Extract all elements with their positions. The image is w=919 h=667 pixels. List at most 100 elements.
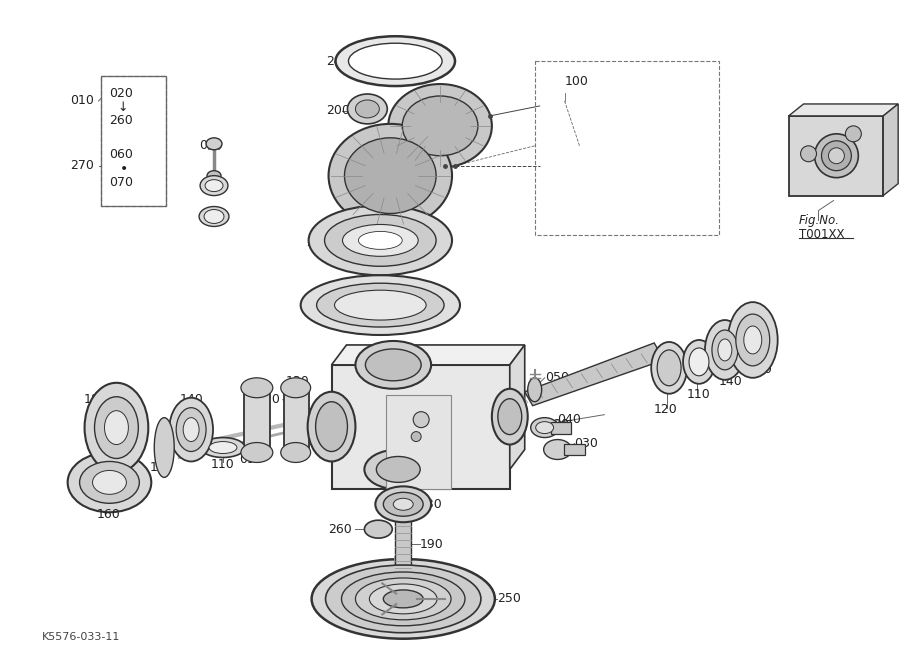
Polygon shape	[510, 345, 525, 470]
Text: 020: 020	[255, 394, 279, 406]
Ellipse shape	[528, 378, 541, 402]
Text: 010: 010	[70, 95, 94, 107]
Text: •: •	[119, 161, 128, 175]
Text: 180: 180	[84, 394, 108, 406]
Ellipse shape	[375, 486, 431, 522]
Ellipse shape	[728, 302, 777, 378]
Bar	[550, 422, 571, 434]
Ellipse shape	[301, 275, 460, 335]
Ellipse shape	[309, 205, 452, 275]
Text: 230: 230	[418, 498, 442, 511]
Ellipse shape	[498, 399, 522, 435]
Ellipse shape	[176, 408, 206, 452]
Text: 070: 070	[199, 212, 223, 225]
Text: 100: 100	[564, 75, 588, 87]
Text: 200: 200	[326, 105, 350, 117]
Text: 260: 260	[109, 114, 133, 127]
Ellipse shape	[280, 378, 311, 398]
Ellipse shape	[530, 418, 559, 438]
Ellipse shape	[315, 402, 347, 452]
Ellipse shape	[206, 138, 222, 150]
Ellipse shape	[403, 96, 478, 155]
Bar	[101, 76, 166, 205]
Ellipse shape	[356, 578, 451, 620]
Ellipse shape	[389, 84, 492, 167]
Ellipse shape	[705, 320, 744, 380]
Ellipse shape	[68, 452, 152, 512]
Ellipse shape	[201, 438, 244, 458]
Ellipse shape	[335, 36, 455, 86]
Ellipse shape	[689, 348, 709, 376]
Text: 130: 130	[286, 376, 310, 388]
Ellipse shape	[358, 231, 403, 249]
Text: 060: 060	[199, 139, 223, 152]
Ellipse shape	[377, 456, 420, 482]
Polygon shape	[332, 345, 525, 365]
Ellipse shape	[814, 134, 858, 177]
Ellipse shape	[105, 411, 129, 444]
Ellipse shape	[736, 314, 770, 366]
Ellipse shape	[369, 584, 437, 614]
Text: 190: 190	[420, 538, 444, 551]
Bar	[332, 365, 510, 490]
Ellipse shape	[383, 590, 423, 608]
Ellipse shape	[652, 342, 687, 394]
Bar	[386, 395, 451, 490]
Ellipse shape	[544, 440, 572, 460]
Ellipse shape	[325, 565, 481, 633]
Text: 080: 080	[545, 418, 569, 431]
Ellipse shape	[393, 498, 414, 510]
Text: 140: 140	[719, 376, 743, 388]
Ellipse shape	[845, 126, 861, 142]
Text: 070: 070	[109, 176, 133, 189]
Bar	[284, 388, 309, 452]
Text: T001XX: T001XX	[799, 228, 844, 241]
Text: 170: 170	[149, 461, 173, 474]
Text: 110: 110	[211, 458, 234, 471]
Ellipse shape	[536, 422, 553, 434]
Ellipse shape	[200, 175, 228, 195]
Ellipse shape	[205, 179, 223, 191]
Bar	[535, 61, 719, 235]
Ellipse shape	[93, 470, 127, 494]
Ellipse shape	[347, 94, 387, 124]
Ellipse shape	[492, 389, 528, 444]
Polygon shape	[395, 519, 411, 574]
Ellipse shape	[365, 450, 432, 490]
Text: 020: 020	[109, 87, 133, 99]
Ellipse shape	[335, 290, 426, 320]
Ellipse shape	[329, 124, 452, 227]
Ellipse shape	[85, 383, 148, 472]
Ellipse shape	[324, 215, 437, 266]
Text: 160: 160	[96, 508, 120, 521]
Ellipse shape	[241, 442, 273, 462]
Text: 060: 060	[109, 148, 133, 161]
Text: 050: 050	[545, 372, 569, 384]
Ellipse shape	[207, 171, 221, 181]
Ellipse shape	[169, 398, 213, 462]
Ellipse shape	[712, 330, 738, 370]
Ellipse shape	[183, 418, 199, 442]
Text: 210: 210	[306, 236, 329, 249]
Ellipse shape	[800, 146, 816, 161]
Ellipse shape	[154, 418, 175, 478]
Text: 150: 150	[749, 364, 773, 376]
Text: 030: 030	[574, 437, 598, 450]
Text: Fig.No.: Fig.No.	[799, 214, 840, 227]
Text: 040: 040	[558, 413, 582, 426]
Ellipse shape	[411, 432, 421, 442]
Text: 250: 250	[497, 592, 521, 606]
Text: 120: 120	[653, 403, 677, 416]
Ellipse shape	[345, 138, 437, 213]
Ellipse shape	[280, 442, 311, 462]
Ellipse shape	[312, 559, 494, 639]
Ellipse shape	[828, 148, 845, 163]
Ellipse shape	[683, 340, 715, 384]
Ellipse shape	[356, 341, 431, 389]
Text: 110: 110	[687, 388, 710, 402]
Ellipse shape	[80, 462, 140, 504]
Ellipse shape	[414, 412, 429, 428]
Text: 240: 240	[326, 55, 350, 67]
Text: 270: 270	[70, 159, 94, 172]
Ellipse shape	[241, 378, 273, 398]
